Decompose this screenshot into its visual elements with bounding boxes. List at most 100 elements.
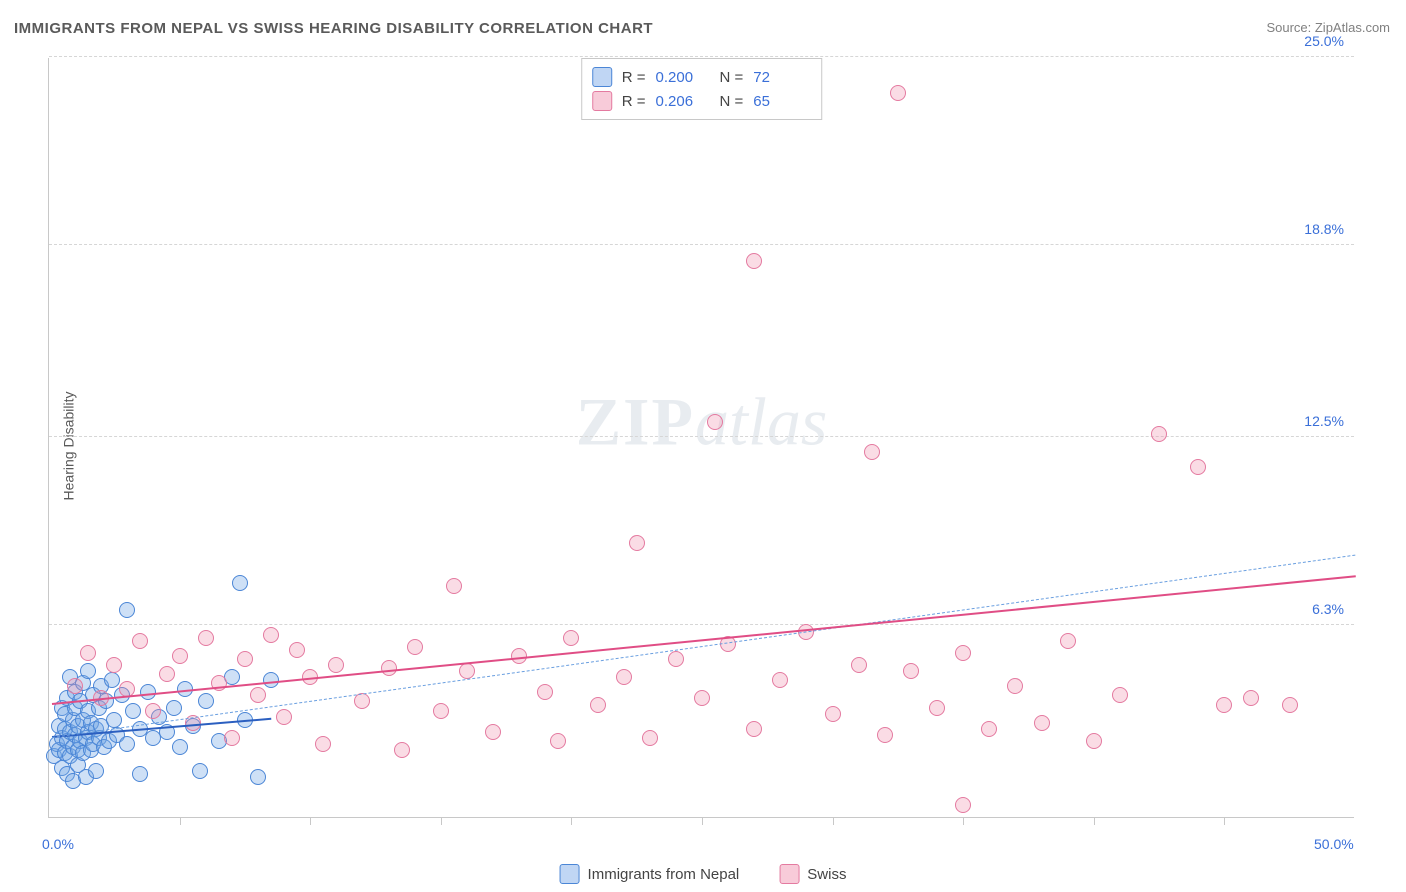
- scatter-point-swiss: [981, 721, 997, 737]
- scatter-point-swiss: [616, 669, 632, 685]
- scatter-point-swiss: [315, 736, 331, 752]
- x-tick-mark: [310, 817, 311, 825]
- plot-area: ZIPatlas R =0.200N =72R =0.206N =65 6.3%…: [48, 58, 1354, 818]
- scatter-point-swiss: [955, 645, 971, 661]
- watermark: ZIPatlas: [576, 383, 828, 462]
- scatter-point-swiss: [446, 578, 462, 594]
- scatter-point-swiss: [1282, 697, 1298, 713]
- scatter-point-swiss: [459, 663, 475, 679]
- y-tick-label: 25.0%: [1304, 33, 1344, 49]
- legend-label: Swiss: [807, 866, 846, 883]
- legend-series: Immigrants from Nepal Swiss: [560, 864, 847, 884]
- scatter-point-swiss: [550, 733, 566, 749]
- y-tick-label: 18.8%: [1304, 221, 1344, 237]
- scatter-point-swiss: [851, 657, 867, 673]
- scatter-point-nepal: [80, 663, 96, 679]
- legend-item: Swiss: [779, 864, 846, 884]
- y-tick-label: 6.3%: [1312, 601, 1344, 617]
- scatter-point-swiss: [328, 657, 344, 673]
- scatter-point-swiss: [485, 724, 501, 740]
- scatter-point-nepal: [198, 693, 214, 709]
- scatter-point-swiss: [537, 684, 553, 700]
- scatter-point-swiss: [746, 253, 762, 269]
- scatter-point-swiss: [825, 706, 841, 722]
- scatter-point-swiss: [668, 651, 684, 667]
- gridline-h: [49, 624, 1354, 625]
- scatter-point-swiss: [159, 666, 175, 682]
- scatter-point-swiss: [354, 693, 370, 709]
- scatter-point-swiss: [642, 730, 658, 746]
- scatter-point-swiss: [145, 703, 161, 719]
- legend-swatch: [592, 91, 612, 111]
- x-tick-mark: [180, 817, 181, 825]
- scatter-point-swiss: [929, 700, 945, 716]
- scatter-point-nepal: [104, 672, 120, 688]
- scatter-point-swiss: [772, 672, 788, 688]
- scatter-point-nepal: [88, 763, 104, 779]
- scatter-point-nepal: [166, 700, 182, 716]
- scatter-point-swiss: [132, 633, 148, 649]
- x-tick-min: 0.0%: [42, 836, 74, 852]
- scatter-point-swiss: [276, 709, 292, 725]
- legend-item: Immigrants from Nepal: [560, 864, 740, 884]
- legend-stats: R =0.200N =72R =0.206N =65: [581, 58, 823, 120]
- scatter-point-swiss: [106, 657, 122, 673]
- gridline-h: [49, 56, 1354, 57]
- scatter-point-nepal: [119, 736, 135, 752]
- x-tick-max: 50.0%: [1314, 836, 1354, 852]
- scatter-point-swiss: [1086, 733, 1102, 749]
- scatter-point-nepal: [119, 602, 135, 618]
- scatter-point-swiss: [381, 660, 397, 676]
- scatter-point-swiss: [1151, 426, 1167, 442]
- scatter-point-swiss: [250, 687, 266, 703]
- x-tick-mark: [571, 817, 572, 825]
- scatter-point-swiss: [263, 627, 279, 643]
- legend-swatch: [560, 864, 580, 884]
- trend-line: [52, 575, 1356, 705]
- scatter-point-swiss: [1034, 715, 1050, 731]
- scatter-point-swiss: [1060, 633, 1076, 649]
- legend-stat-row: R =0.200N =72: [592, 65, 808, 89]
- x-tick-mark: [1094, 817, 1095, 825]
- scatter-point-nepal: [106, 712, 122, 728]
- scatter-point-swiss: [237, 651, 253, 667]
- chart-title: IMMIGRANTS FROM NEPAL VS SWISS HEARING D…: [14, 20, 653, 37]
- scatter-point-swiss: [407, 639, 423, 655]
- legend-stat-row: R =0.206N =65: [592, 89, 808, 113]
- legend-swatch: [779, 864, 799, 884]
- scatter-point-swiss: [198, 630, 214, 646]
- scatter-point-swiss: [694, 690, 710, 706]
- scatter-point-swiss: [1216, 697, 1232, 713]
- scatter-point-nepal: [192, 763, 208, 779]
- scatter-point-swiss: [1243, 690, 1259, 706]
- scatter-point-swiss: [864, 444, 880, 460]
- scatter-point-swiss: [890, 85, 906, 101]
- scatter-point-swiss: [746, 721, 762, 737]
- x-tick-mark: [833, 817, 834, 825]
- scatter-point-swiss: [433, 703, 449, 719]
- scatter-point-swiss: [67, 678, 83, 694]
- scatter-point-nepal: [125, 703, 141, 719]
- scatter-point-nepal: [232, 575, 248, 591]
- x-tick-mark: [963, 817, 964, 825]
- scatter-point-swiss: [1007, 678, 1023, 694]
- scatter-point-swiss: [394, 742, 410, 758]
- scatter-point-swiss: [629, 535, 645, 551]
- scatter-point-swiss: [903, 663, 919, 679]
- legend-label: Immigrants from Nepal: [588, 866, 740, 883]
- scatter-point-swiss: [172, 648, 188, 664]
- scatter-point-swiss: [590, 697, 606, 713]
- scatter-point-swiss: [877, 727, 893, 743]
- scatter-point-nepal: [250, 769, 266, 785]
- scatter-point-swiss: [1190, 459, 1206, 475]
- scatter-point-swiss: [707, 414, 723, 430]
- legend-swatch: [592, 67, 612, 87]
- scatter-point-swiss: [289, 642, 305, 658]
- scatter-point-swiss: [955, 797, 971, 813]
- gridline-h: [49, 244, 1354, 245]
- scatter-point-nepal: [172, 739, 188, 755]
- scatter-point-swiss: [1112, 687, 1128, 703]
- x-tick-mark: [1224, 817, 1225, 825]
- scatter-point-swiss: [224, 730, 240, 746]
- scatter-point-swiss: [80, 645, 96, 661]
